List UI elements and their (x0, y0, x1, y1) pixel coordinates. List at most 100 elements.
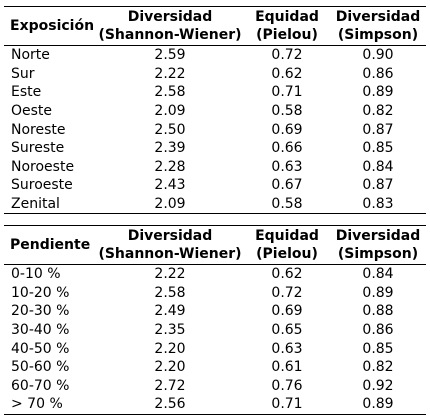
table-row: Norte 2.59 0.72 0.90 (4, 46, 426, 65)
shannon-value: 2.22 (154, 266, 186, 283)
pielou-header: Equidad (Pielou) (244, 226, 330, 265)
shannon-value: 2.72 (154, 377, 186, 394)
table-row: 0-10 % 2.22 0.62 0.84 (4, 265, 426, 284)
table-row: 20-30 % 2.49 0.69 0.88 (4, 302, 426, 321)
row-label: Noreste (11, 121, 66, 138)
shannon-value: 2.35 (154, 322, 186, 339)
pielou-value: 0.71 (244, 395, 330, 415)
simpson-value: 0.83 (330, 194, 426, 215)
shannon-header-line1: Diversidad (127, 9, 213, 25)
simpson-header-line1: Diversidad (335, 228, 421, 244)
pielou-header-line2: (Pielou) (256, 246, 318, 262)
exposicion-table: Exposición Diversidad (Shannon-Wiener) E… (4, 6, 426, 215)
pielou-value: 0.62 (271, 266, 303, 283)
shannon-value: 2.43 (154, 177, 186, 194)
simpson-value: 0.87 (362, 121, 394, 138)
shannon-value: 2.20 (154, 359, 186, 376)
simpson-value: 0.84 (362, 158, 394, 175)
table-row: Sureste 2.39 0.66 0.85 (4, 139, 426, 158)
shannon-value: 2.50 (154, 121, 186, 138)
exposicion-header-label: Exposición (10, 18, 95, 34)
pielou-value: 0.67 (271, 177, 303, 194)
simpson-header: Diversidad (Simpson) (330, 7, 426, 46)
pielou-value: 0.65 (271, 322, 303, 339)
simpson-value: 0.89 (362, 84, 394, 101)
row-label: 50-60 % (11, 359, 70, 376)
row-label: 0-10 % (11, 266, 61, 283)
row-label: 10-20 % (11, 284, 70, 301)
pielou-value: 0.66 (271, 140, 303, 157)
table-row: 50-60 % 2.20 0.61 0.82 (4, 358, 426, 377)
shannon-value: 2.49 (154, 303, 186, 320)
table-row: Este 2.58 0.71 0.89 (4, 83, 426, 102)
table-row: 30-40 % 2.35 0.65 0.86 (4, 321, 426, 340)
pielou-header-line1: Equidad (255, 228, 319, 244)
pielou-value: 0.72 (271, 47, 303, 64)
shannon-value: 2.58 (154, 284, 186, 301)
simpson-value: 0.85 (362, 340, 394, 357)
shannon-value: 2.20 (154, 340, 186, 357)
shannon-value: 2.56 (96, 395, 244, 415)
simpson-value: 0.88 (362, 303, 394, 320)
shannon-value: 2.09 (96, 194, 244, 215)
shannon-value: 2.39 (154, 140, 186, 157)
simpson-header: Diversidad (Simpson) (330, 226, 426, 265)
shannon-value: 2.59 (154, 47, 186, 64)
row-label: Norte (11, 47, 50, 64)
simpson-value: 0.87 (362, 177, 394, 194)
pielou-header-line2: (Pielou) (256, 27, 318, 43)
simpson-value: 0.86 (362, 322, 394, 339)
exposicion-header-row: Exposición Diversidad (Shannon-Wiener) E… (4, 6, 426, 46)
pielou-value: 0.76 (271, 377, 303, 394)
shannon-header-line2: (Shannon-Wiener) (98, 27, 242, 43)
pendiente-table: Pendiente Diversidad (Shannon-Wiener) Eq… (4, 225, 426, 415)
simpson-value: 0.85 (362, 140, 394, 157)
row-label: Zenital (4, 194, 96, 215)
table-row: 10-20 % 2.58 0.72 0.89 (4, 284, 426, 303)
row-label: Sureste (11, 140, 65, 157)
pielou-header-line1: Equidad (255, 9, 319, 25)
row-label: Oeste (11, 103, 53, 120)
exposicion-body: Norte 2.59 0.72 0.90 Sur 2.22 0.62 0.86 Este 2.58… (4, 46, 426, 215)
table-row: Suroeste 2.43 0.67 0.87 (4, 176, 426, 195)
simpson-header-line2: (Simpson) (337, 27, 419, 43)
table-row: Noroeste 2.28 0.63 0.84 (4, 158, 426, 177)
pielou-value: 0.69 (271, 121, 303, 138)
pielou-value: 0.69 (271, 303, 303, 320)
simpson-header-line2: (Simpson) (337, 246, 419, 262)
simpson-header-line1: Diversidad (335, 9, 421, 25)
pielou-value: 0.72 (271, 284, 303, 301)
row-label: Este (11, 84, 42, 101)
row-label: Suroeste (11, 177, 73, 194)
shannon-value: 2.58 (154, 84, 186, 101)
simpson-value: 0.92 (362, 377, 394, 394)
pendiente-body: 0-10 % 2.22 0.62 0.84 10-20 % 2.58 0.72 0.89 20-… (4, 265, 426, 415)
row-label: > 70 % (4, 395, 96, 415)
pielou-value: 0.63 (271, 340, 303, 357)
table-row: > 70 % 2.56 0.71 0.89 (4, 395, 426, 415)
row-label: Sur (11, 65, 35, 82)
pielou-value: 0.62 (271, 65, 303, 82)
pielou-value: 0.63 (271, 158, 303, 175)
shannon-value: 2.09 (154, 103, 186, 120)
simpson-value: 0.82 (362, 359, 394, 376)
shannon-value: 2.28 (154, 158, 186, 175)
pielou-value: 0.58 (271, 103, 303, 120)
row-label: 60-70 % (11, 377, 70, 394)
shannon-header-line2: (Shannon-Wiener) (98, 246, 242, 262)
pielou-header: Equidad (Pielou) (244, 7, 330, 46)
table-row: 60-70 % 2.72 0.76 0.92 (4, 377, 426, 396)
row-label: 40-50 % (11, 340, 70, 357)
pendiente-header-row: Pendiente Diversidad (Shannon-Wiener) Eq… (4, 225, 426, 265)
simpson-value: 0.86 (362, 65, 394, 82)
pielou-value: 0.71 (271, 84, 303, 101)
row-label: Noroeste (11, 158, 75, 175)
pielou-value: 0.61 (271, 359, 303, 376)
simpson-value: 0.89 (330, 395, 426, 415)
simpson-value: 0.82 (362, 103, 394, 120)
row-label: 30-40 % (11, 322, 70, 339)
shannon-value: 2.22 (154, 65, 186, 82)
table-row: 40-50 % 2.20 0.63 0.85 (4, 339, 426, 358)
table-row: Zenital 2.09 0.58 0.83 (4, 194, 426, 215)
